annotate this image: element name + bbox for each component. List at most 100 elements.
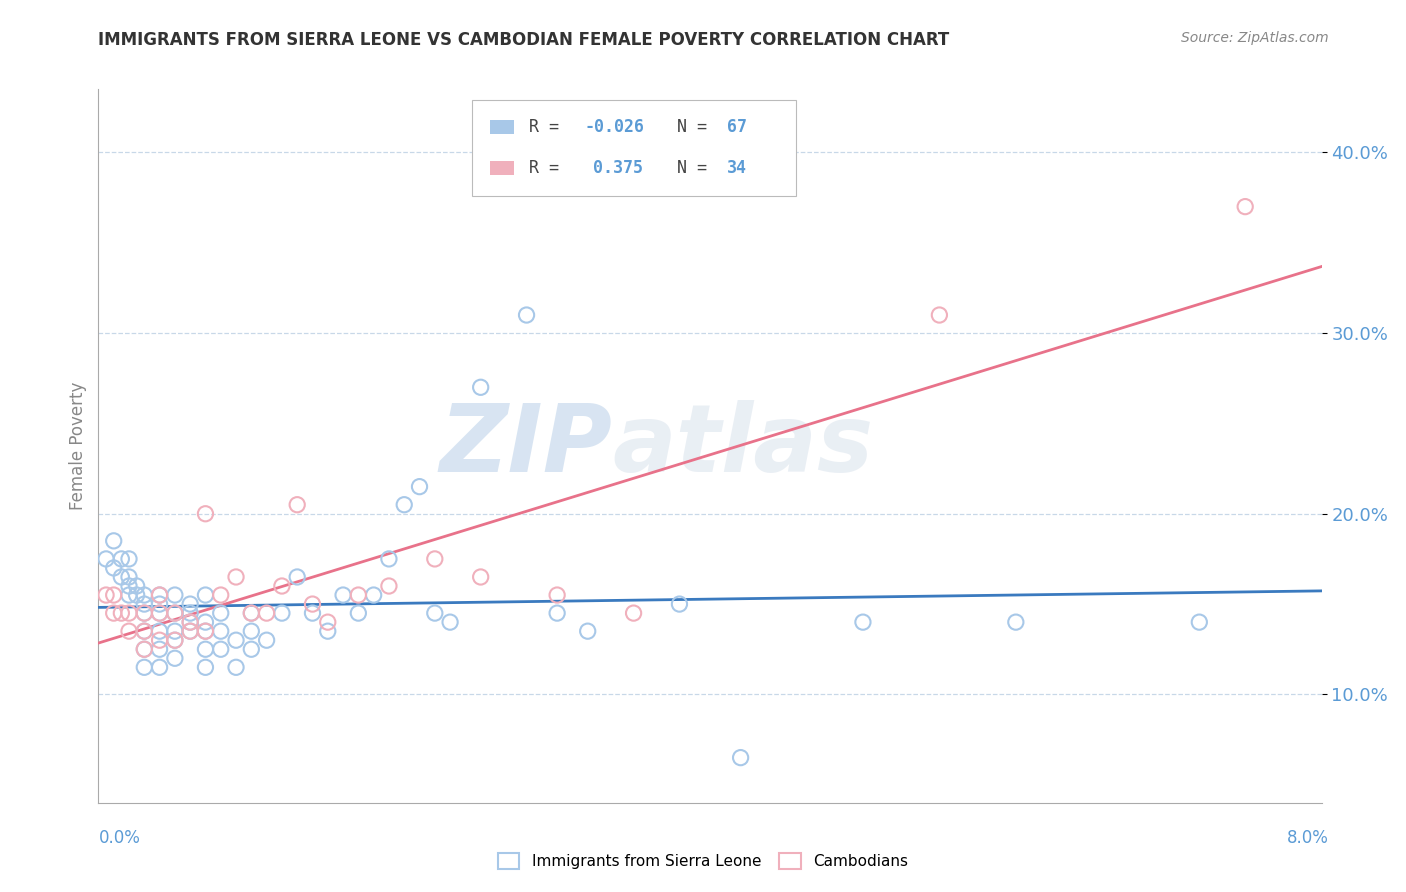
Point	[179, 624, 201, 639]
Point	[347, 606, 370, 620]
Point	[270, 579, 294, 593]
Point	[332, 588, 354, 602]
Point	[134, 660, 156, 674]
Point	[285, 570, 308, 584]
Point	[270, 606, 294, 620]
Point	[179, 606, 201, 620]
Point	[103, 561, 125, 575]
Point	[194, 507, 217, 521]
Point	[301, 597, 323, 611]
Point	[118, 588, 141, 602]
Point	[240, 606, 263, 620]
Point	[179, 615, 201, 629]
Point	[134, 624, 156, 639]
Point	[163, 624, 186, 639]
Point	[149, 588, 172, 602]
Point	[149, 606, 172, 620]
Bar	[471, 100, 796, 196]
Point	[439, 615, 461, 629]
Point	[209, 624, 232, 639]
Point	[103, 588, 125, 602]
Text: N =: N =	[658, 159, 717, 177]
Point	[125, 579, 148, 593]
Point	[576, 624, 599, 639]
Text: 8.0%: 8.0%	[1286, 829, 1329, 847]
Point	[240, 606, 263, 620]
Point	[225, 660, 247, 674]
Point	[546, 606, 568, 620]
Point	[378, 552, 401, 566]
Point	[316, 624, 339, 639]
Point	[163, 588, 186, 602]
Point	[134, 606, 156, 620]
Point	[347, 588, 370, 602]
Point	[149, 660, 172, 674]
Point	[240, 624, 263, 639]
Point	[163, 606, 186, 620]
Point	[546, 588, 568, 602]
Point	[118, 624, 141, 639]
Point	[163, 633, 186, 648]
Point	[125, 588, 148, 602]
Point	[134, 606, 156, 620]
Point	[194, 615, 217, 629]
Point	[149, 588, 172, 602]
Point	[668, 597, 690, 611]
Text: 67: 67	[727, 118, 747, 136]
Point	[194, 660, 217, 674]
Bar	[489, 161, 515, 175]
Text: 34: 34	[727, 159, 747, 177]
Point	[285, 498, 308, 512]
Point	[928, 308, 950, 322]
Point	[110, 570, 132, 584]
Point	[423, 552, 446, 566]
Point	[118, 606, 141, 620]
Y-axis label: Female Poverty: Female Poverty	[69, 382, 87, 510]
Text: R =: R =	[529, 118, 569, 136]
Point	[134, 624, 156, 639]
Point	[1188, 615, 1211, 629]
Legend: Immigrants from Sierra Leone, Cambodians: Immigrants from Sierra Leone, Cambodians	[492, 847, 914, 875]
Point	[118, 570, 141, 584]
Point	[103, 606, 125, 620]
Point	[194, 588, 217, 602]
Bar	[489, 120, 515, 134]
Point	[134, 588, 156, 602]
Point	[301, 606, 323, 620]
Point	[316, 615, 339, 629]
Point	[194, 624, 217, 639]
Point	[179, 615, 201, 629]
Text: IMMIGRANTS FROM SIERRA LEONE VS CAMBODIAN FEMALE POVERTY CORRELATION CHART: IMMIGRANTS FROM SIERRA LEONE VS CAMBODIA…	[98, 31, 949, 49]
Point	[209, 588, 232, 602]
Point	[134, 642, 156, 657]
Point	[149, 642, 172, 657]
Text: 0.375: 0.375	[592, 159, 643, 177]
Point	[134, 642, 156, 657]
Point	[516, 308, 538, 322]
Point	[423, 606, 446, 620]
Text: atlas: atlas	[612, 400, 873, 492]
Point	[94, 552, 117, 566]
Point	[163, 606, 186, 620]
Point	[194, 624, 217, 639]
Point	[1004, 615, 1026, 629]
Point	[378, 579, 401, 593]
Point	[408, 480, 430, 494]
Point	[470, 570, 492, 584]
Point	[225, 633, 247, 648]
Point	[149, 624, 172, 639]
Point	[256, 633, 278, 648]
Point	[110, 552, 132, 566]
Point	[134, 597, 156, 611]
Text: 0.0%: 0.0%	[98, 829, 141, 847]
Point	[1234, 200, 1257, 214]
Point	[194, 642, 217, 657]
Point	[209, 642, 232, 657]
Point	[149, 633, 172, 648]
Point	[363, 588, 385, 602]
Point	[392, 498, 416, 512]
Point	[256, 606, 278, 620]
Point	[149, 597, 172, 611]
Point	[103, 533, 125, 548]
Point	[623, 606, 645, 620]
